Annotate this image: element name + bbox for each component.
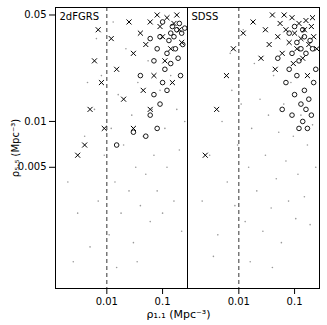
- svg-text:0.01: 0.01: [96, 296, 118, 307]
- svg-text:SDSS: SDSS: [192, 11, 219, 22]
- svg-text:0.1: 0.1: [155, 296, 171, 307]
- svg-text:ρ₅.₅ (Mpc⁻³): ρ₅.₅ (Mpc⁻³): [10, 119, 21, 177]
- svg-text:0.005: 0.005: [18, 161, 47, 172]
- svg-text:0.05: 0.05: [24, 9, 46, 20]
- svg-text:2dFGRS: 2dFGRS: [60, 11, 100, 22]
- html-text:ρ₁.₁ (Mpc⁻³): ρ₁.₁ (Mpc⁻³): [146, 308, 211, 321]
- svg-text:0.01: 0.01: [228, 296, 250, 307]
- svg-text:0.1: 0.1: [287, 296, 303, 307]
- svg-text:0.01: 0.01: [24, 116, 46, 127]
